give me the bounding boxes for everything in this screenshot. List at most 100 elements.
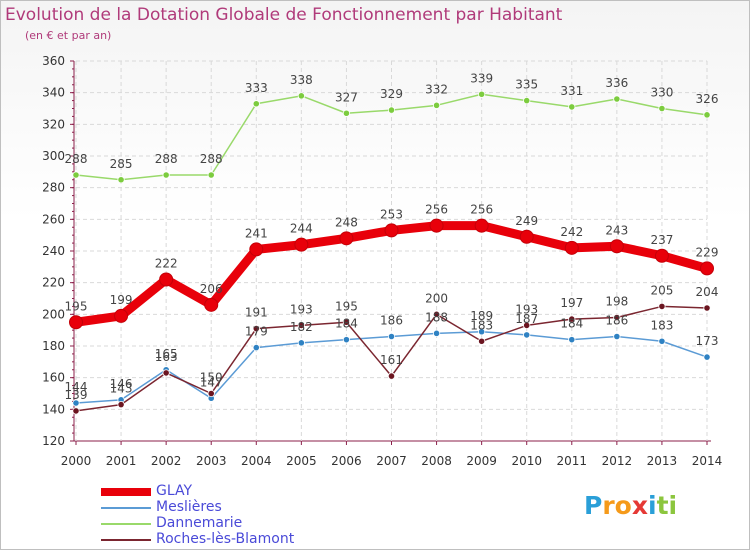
legend-item: Meslières <box>101 499 401 516</box>
legend-item: Roches-lès-Blamont <box>101 531 401 548</box>
data-point <box>658 302 666 311</box>
x-tick-label: 2006 <box>331 454 362 468</box>
data-label: 189 <box>470 309 493 323</box>
data-label: 144 <box>65 380 88 394</box>
data-point <box>432 310 441 318</box>
x-tick-label: 2002 <box>151 454 182 468</box>
x-tick-label: 2009 <box>466 454 497 468</box>
data-label: 187 <box>515 312 538 326</box>
data-label: 336 <box>605 76 628 90</box>
x-tick-label: 2007 <box>376 454 407 468</box>
data-point <box>384 223 399 238</box>
data-point <box>703 353 711 361</box>
data-point <box>568 315 576 323</box>
data-label: 249 <box>515 214 538 228</box>
data-label: 327 <box>335 90 358 104</box>
data-point <box>478 90 486 98</box>
legend-swatch <box>101 539 151 541</box>
data-label: 163 <box>155 350 178 364</box>
y-tick-label: 320 <box>42 117 65 131</box>
y-tick-label: 220 <box>42 276 65 290</box>
x-tick-label: 2013 <box>647 454 678 468</box>
x-tick-label: 2010 <box>511 454 542 468</box>
x-tick-label: 2000 <box>61 454 92 468</box>
data-label: 197 <box>560 296 583 310</box>
y-tick-label: 180 <box>42 339 65 353</box>
data-label: 206 <box>200 282 223 296</box>
data-label: 204 <box>696 285 719 299</box>
legend-label: Meslières <box>156 499 222 515</box>
chart-subtitle: (en € et par an) <box>25 29 112 42</box>
data-point <box>613 332 621 341</box>
data-point <box>249 242 264 257</box>
data-label: 143 <box>110 382 133 396</box>
data-label: 184 <box>335 317 358 331</box>
data-label: 173 <box>696 334 719 348</box>
data-point <box>700 261 714 276</box>
legend-item: GLAY <box>101 483 401 500</box>
data-label: 195 <box>65 299 88 313</box>
legend-label: Roches-lès-Blamont <box>156 531 295 547</box>
data-label: 183 <box>650 318 673 332</box>
data-point <box>613 313 621 322</box>
data-point <box>564 240 579 255</box>
data-point <box>159 272 174 287</box>
data-point <box>432 101 441 109</box>
data-point <box>658 104 666 113</box>
data-label: 191 <box>245 306 268 320</box>
data-label: 256 <box>425 203 448 217</box>
data-point <box>568 103 576 111</box>
data-point <box>613 95 621 103</box>
data-label: 198 <box>605 295 628 309</box>
data-label: 256 <box>470 203 493 217</box>
data-point <box>207 171 215 179</box>
data-point <box>342 336 351 344</box>
logo-letter: P <box>584 491 603 520</box>
data-point <box>117 400 125 409</box>
data-label: 193 <box>290 302 313 316</box>
data-point <box>432 329 441 337</box>
data-point <box>72 399 80 407</box>
logo-letter: o <box>614 491 632 520</box>
y-tick-label: 280 <box>42 181 65 195</box>
data-point <box>703 111 711 119</box>
data-label: 179 <box>245 325 268 339</box>
data-point <box>342 109 351 117</box>
data-point <box>703 304 711 312</box>
data-point <box>72 171 80 179</box>
y-tick-label: 300 <box>42 149 65 163</box>
data-label: 332 <box>425 82 448 96</box>
x-tick-label: 2004 <box>241 454 272 468</box>
data-point <box>69 315 83 330</box>
data-label: 183 <box>470 318 493 332</box>
x-tick-label: 2012 <box>602 454 633 468</box>
data-point <box>568 336 576 344</box>
data-label: 200 <box>425 291 448 305</box>
data-label: 338 <box>290 73 313 87</box>
data-label: 330 <box>650 86 673 100</box>
data-label: 139 <box>65 388 88 402</box>
data-point <box>339 231 354 246</box>
data-label: 186 <box>380 314 403 328</box>
data-label: 195 <box>335 299 358 313</box>
data-label: 339 <box>470 71 493 85</box>
x-tick-label: 2008 <box>421 454 452 468</box>
x-tick-label: 2011 <box>557 454 588 468</box>
data-label: 326 <box>696 92 719 106</box>
legend-item: Dannemarie <box>101 515 401 532</box>
chart-title: Evolution de la Dotation Globale de Fonc… <box>5 5 563 25</box>
x-tick-label: 2014 <box>692 454 723 468</box>
data-label: 150 <box>200 371 223 385</box>
y-tick-label: 200 <box>42 307 65 321</box>
data-label: 188 <box>425 310 448 324</box>
data-point <box>519 229 534 244</box>
data-point <box>297 339 305 347</box>
data-label: 229 <box>696 245 719 259</box>
data-label: 237 <box>650 233 673 247</box>
data-label: 146 <box>110 377 133 391</box>
data-point <box>117 176 125 184</box>
y-tick-label: 360 <box>42 54 65 68</box>
data-label: 242 <box>560 225 583 239</box>
